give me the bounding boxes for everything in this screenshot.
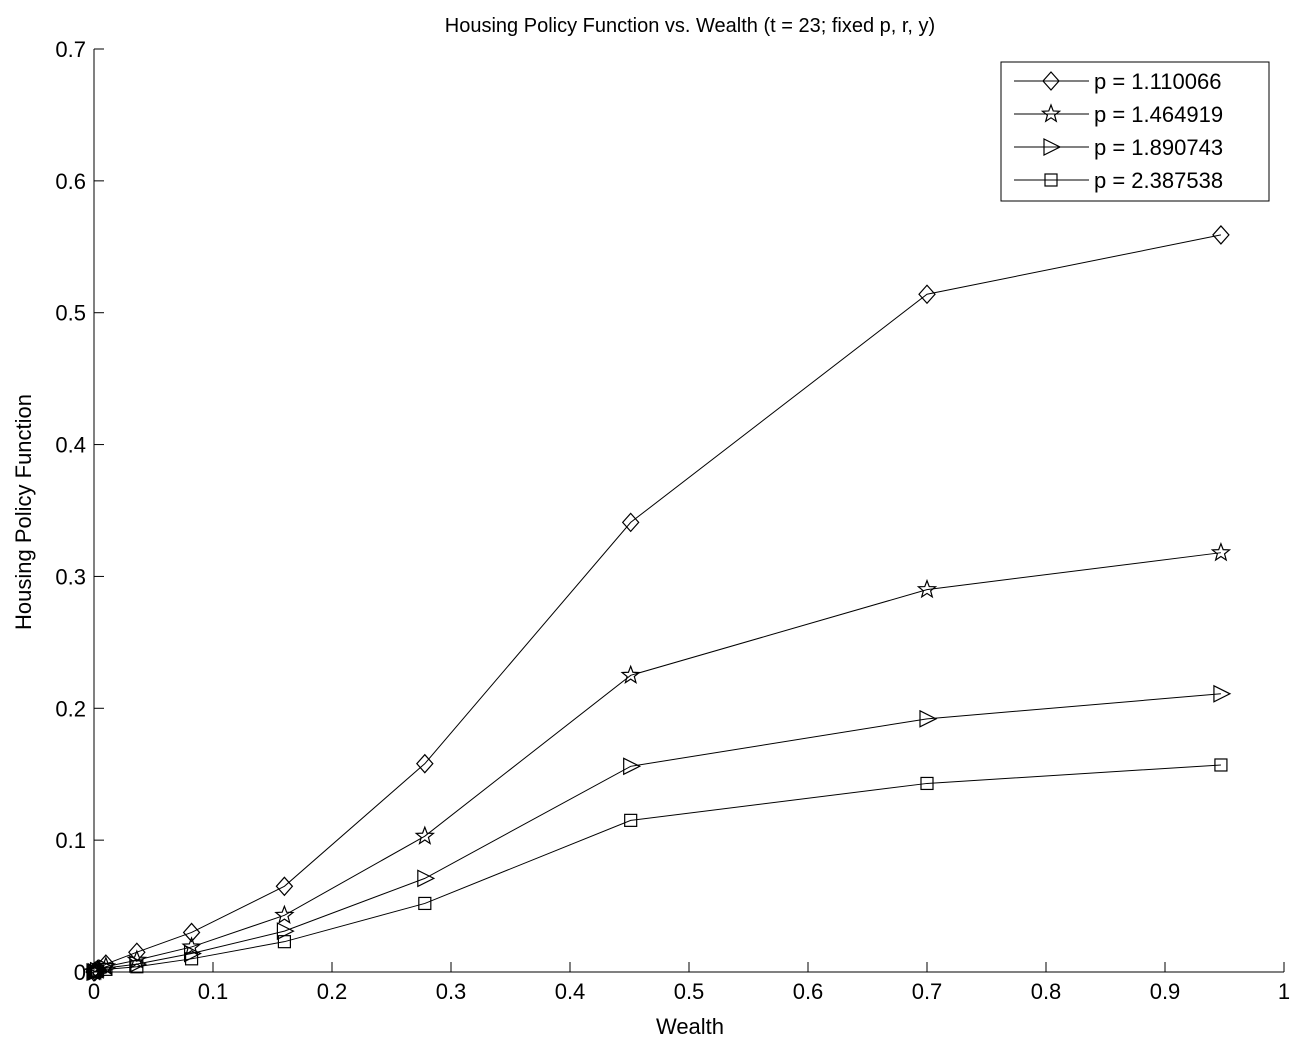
x-tick-label: 0.1 [198, 979, 229, 1004]
y-tick-label: 0.4 [55, 433, 86, 458]
data-point [90, 964, 105, 978]
data-point [418, 896, 432, 911]
data-point [184, 952, 199, 966]
legend: p = 1.110066 p = 1.464919 p = 1.890743 p = … [1000, 61, 1270, 202]
y-tick-label: 0.2 [55, 696, 86, 721]
x-tick-label: 1 [1278, 979, 1290, 1004]
x-tick-label: 0.6 [793, 979, 824, 1004]
data-point [623, 757, 642, 776]
data-point [277, 935, 291, 949]
chart-title: Housing Policy Function vs. Wealth (t = … [445, 15, 935, 37]
series-line [93, 693, 1221, 973]
x-tick-label: 0.7 [912, 979, 943, 1004]
x-tick-label: 0.4 [555, 979, 586, 1004]
legend-item: p = 2.387538 [1014, 168, 1223, 193]
x-tick-label: 0.8 [1031, 979, 1062, 1004]
series-3 [86, 684, 1232, 981]
series-2 [83, 541, 1232, 981]
data-point [416, 753, 434, 774]
data-point [918, 284, 936, 305]
legend-box [1000, 61, 1270, 202]
x-axis-label: Wealth [656, 1014, 724, 1039]
legend-label: p = 1.890743 [1094, 135, 1223, 160]
data-point [621, 512, 640, 533]
data-point [1214, 758, 1228, 772]
data-point [181, 936, 202, 956]
data-point [414, 825, 435, 845]
y-tick-label: 0.3 [55, 564, 86, 589]
y-tick-label: 0.5 [55, 301, 86, 326]
x-tick-label: 0.3 [436, 979, 467, 1004]
series-4 [87, 758, 1228, 979]
data-point [99, 962, 113, 976]
data-point [129, 955, 148, 974]
data-point [1213, 684, 1232, 703]
x-tick-label: 0.9 [1150, 979, 1181, 1004]
legend-item: p = 1.110066 [1014, 69, 1221, 94]
x-tick-label: 0.2 [317, 979, 348, 1004]
data-point [1210, 541, 1232, 562]
series-line [93, 234, 1222, 973]
y-tick-label: 0.7 [55, 37, 86, 62]
data-point [183, 944, 202, 963]
data-point [1212, 225, 1230, 245]
data-point [130, 960, 144, 974]
data-point [620, 664, 641, 684]
legend-label: p = 1.464919 [1094, 102, 1223, 127]
x-tick-label: 0.5 [674, 979, 705, 1004]
data-point [920, 776, 934, 791]
legend-item: p = 1.464919 [1014, 102, 1223, 127]
data-point [919, 709, 938, 728]
legend-marker [1044, 173, 1058, 187]
legend-label: p = 2.387538 [1094, 168, 1223, 193]
series-1 [85, 225, 1230, 982]
legend-item: p = 1.890743 [1014, 135, 1223, 160]
x-tick-label: 0 [88, 979, 100, 1004]
y-axis-label: Housing Policy Function [11, 394, 36, 630]
data-point [182, 922, 201, 943]
data-point [98, 959, 117, 978]
y-tick-label: 0.6 [55, 169, 86, 194]
data-point [275, 876, 294, 897]
legend-marker [1042, 71, 1060, 91]
data-point [624, 813, 638, 827]
legend-label: p = 1.110066 [1094, 69, 1221, 94]
data-point [88, 965, 102, 979]
legend-marker [1040, 103, 1062, 123]
data-point [274, 904, 295, 924]
y-tick-label: 0.1 [55, 828, 86, 853]
y-tick-label: 0 [74, 960, 86, 985]
series-line [93, 764, 1221, 973]
plot-area [83, 225, 1232, 982]
data-point [417, 869, 436, 888]
axes: 0 0.1 0.2 0.3 0.4 0.5 0.6 0.7 0.8 0.9 1 0 0.1 0.2 0.3 0… [55, 37, 1290, 1004]
data-point [916, 578, 938, 599]
legend-marker [1043, 138, 1062, 156]
